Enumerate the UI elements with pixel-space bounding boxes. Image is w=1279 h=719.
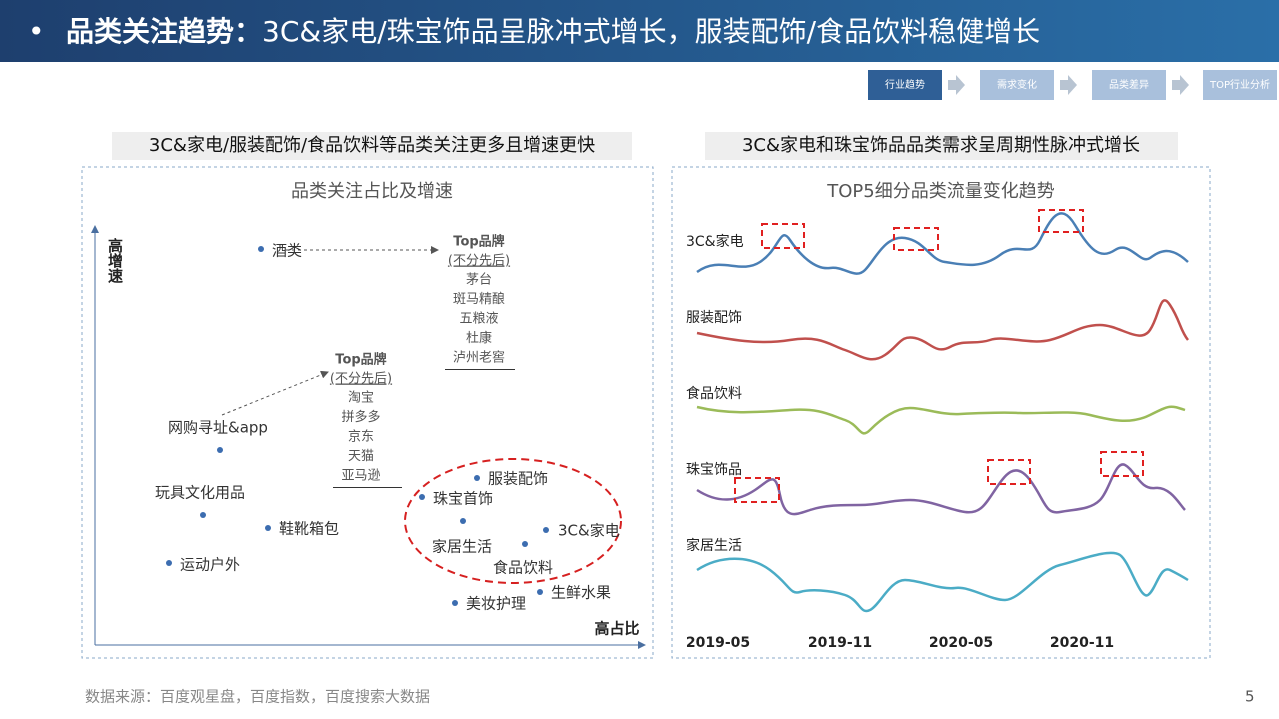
category-label: 服装配饰 bbox=[488, 470, 548, 488]
page-number: 5 bbox=[1245, 688, 1255, 706]
header-bar bbox=[0, 0, 1279, 62]
category-label: 运动户外 bbox=[180, 556, 240, 574]
series-label: 珠宝饰品 bbox=[686, 462, 742, 478]
left-frame bbox=[81, 166, 654, 659]
category-dot bbox=[258, 246, 264, 252]
brand-note: (不分先后) bbox=[330, 372, 392, 387]
category-dot bbox=[543, 527, 549, 533]
category-dot bbox=[419, 494, 425, 500]
right-frame bbox=[671, 166, 1211, 659]
right-heading-bg bbox=[705, 132, 1178, 160]
category-dot bbox=[474, 475, 480, 481]
left-heading-bg bbox=[112, 132, 632, 160]
x-label: 2019-11 bbox=[808, 635, 872, 651]
peak-box bbox=[1038, 209, 1084, 233]
left-chart-title: 品类关注占比及增速 bbox=[291, 181, 453, 202]
category-dot bbox=[460, 518, 466, 524]
series-label: 家居生活 bbox=[686, 537, 742, 554]
nav-label[interactable]: 品类差异 bbox=[1109, 78, 1149, 91]
title-rest: 3C&家电/珠宝饰品呈脉冲式增长，服装配饰/食品饮料稳健增长 bbox=[262, 15, 1040, 48]
nav-button[interactable] bbox=[1203, 70, 1277, 100]
bullet: • bbox=[28, 15, 45, 48]
y-axis-label: 高增速 bbox=[106, 237, 124, 284]
series-label: 服装配饰 bbox=[686, 310, 742, 326]
category-label: 美妆护理 bbox=[466, 595, 526, 613]
nav-label[interactable]: TOP行业分析 bbox=[1209, 78, 1270, 91]
brand-title: Top品牌 bbox=[453, 234, 504, 250]
peak-box bbox=[1100, 451, 1144, 477]
category-label: 网购寻址&app bbox=[168, 419, 268, 437]
brand-name: 亚马逊 bbox=[341, 469, 380, 484]
brand-title: Top品牌 bbox=[335, 352, 386, 368]
trend-line bbox=[696, 463, 1186, 516]
brand-name: 杜康 bbox=[466, 330, 492, 346]
brand-name: 五粮液 bbox=[459, 312, 498, 327]
category-dot bbox=[452, 600, 458, 606]
category-label: 家居生活 bbox=[432, 538, 492, 556]
right-heading: 3C&家电和珠宝饰品品类需求呈周期性脉冲式增长 bbox=[742, 135, 1140, 156]
trend-line bbox=[696, 212, 1189, 275]
category-label: 食品饮料 bbox=[493, 559, 553, 577]
trend-line bbox=[696, 405, 1186, 435]
series-label: 食品饮料 bbox=[686, 385, 742, 402]
title-bold: 品类关注趋势： bbox=[66, 15, 262, 48]
peak-box bbox=[734, 477, 780, 503]
category-label: 3C&家电 bbox=[558, 522, 620, 540]
brand-name: 泸州老窖 bbox=[453, 350, 505, 366]
category-dot bbox=[265, 525, 271, 531]
category-dot bbox=[166, 560, 172, 566]
nav-button[interactable] bbox=[1092, 70, 1166, 100]
trend-line bbox=[696, 299, 1189, 361]
x-axis-label: 高占比 bbox=[594, 620, 639, 638]
peak-box bbox=[987, 459, 1031, 485]
category-dot bbox=[217, 447, 223, 453]
nav-button[interactable] bbox=[980, 70, 1054, 100]
category-label: 生鲜水果 bbox=[551, 584, 611, 602]
category-label: 珠宝首饰 bbox=[433, 490, 493, 508]
nav-label[interactable]: 需求变化 bbox=[997, 78, 1037, 91]
category-label: 酒类 bbox=[272, 242, 302, 260]
peak-box bbox=[893, 227, 939, 251]
category-dot bbox=[200, 512, 206, 518]
peak-box bbox=[761, 223, 805, 249]
series-label: 3C&家电 bbox=[686, 233, 744, 250]
x-label: 2020-05 bbox=[929, 635, 993, 651]
right-chart-title: TOP5细分品类流量变化趋势 bbox=[826, 181, 1054, 202]
brand-note: (不分先后) bbox=[448, 254, 510, 269]
brand-name: 斑马精酿 bbox=[453, 291, 505, 307]
nav-arrow bbox=[948, 75, 965, 95]
trend-line bbox=[696, 551, 1189, 613]
x-label: 2019-05 bbox=[686, 635, 750, 651]
category-label: 玩具文化用品 bbox=[155, 484, 245, 502]
source-note: 数据来源：百度观星盘，百度指数，百度搜索大数据 bbox=[85, 688, 430, 706]
left-heading: 3C&家电/服装配饰/食品饮料等品类关注更多且增速更快 bbox=[149, 135, 595, 156]
category-label: 鞋靴箱包 bbox=[279, 520, 339, 538]
header-title: 品类关注趋势：3C&家电/珠宝饰品呈脉冲式增长，服装配饰/食品饮料稳健增长 bbox=[66, 15, 1040, 48]
brand-name: 淘宝 bbox=[348, 391, 374, 406]
category-dot bbox=[537, 589, 543, 595]
x-label: 2020-11 bbox=[1050, 635, 1114, 651]
brand-name: 拼多多 bbox=[341, 409, 380, 425]
arrow bbox=[221, 370, 329, 416]
brand-name: 天猫 bbox=[348, 449, 374, 464]
nav-label[interactable]: 行业趋势 bbox=[885, 78, 925, 91]
brand-name: 京东 bbox=[348, 430, 374, 445]
nav-arrow bbox=[1060, 75, 1077, 95]
category-dot bbox=[522, 541, 528, 547]
nav-arrow bbox=[1172, 75, 1189, 95]
highlight-ellipse bbox=[404, 458, 622, 584]
brand-name: 茅台 bbox=[466, 273, 492, 288]
nav: 行业趋势 需求变化 品类差异 TOP行业分析 bbox=[868, 70, 1277, 100]
nav-button[interactable] bbox=[868, 70, 942, 100]
